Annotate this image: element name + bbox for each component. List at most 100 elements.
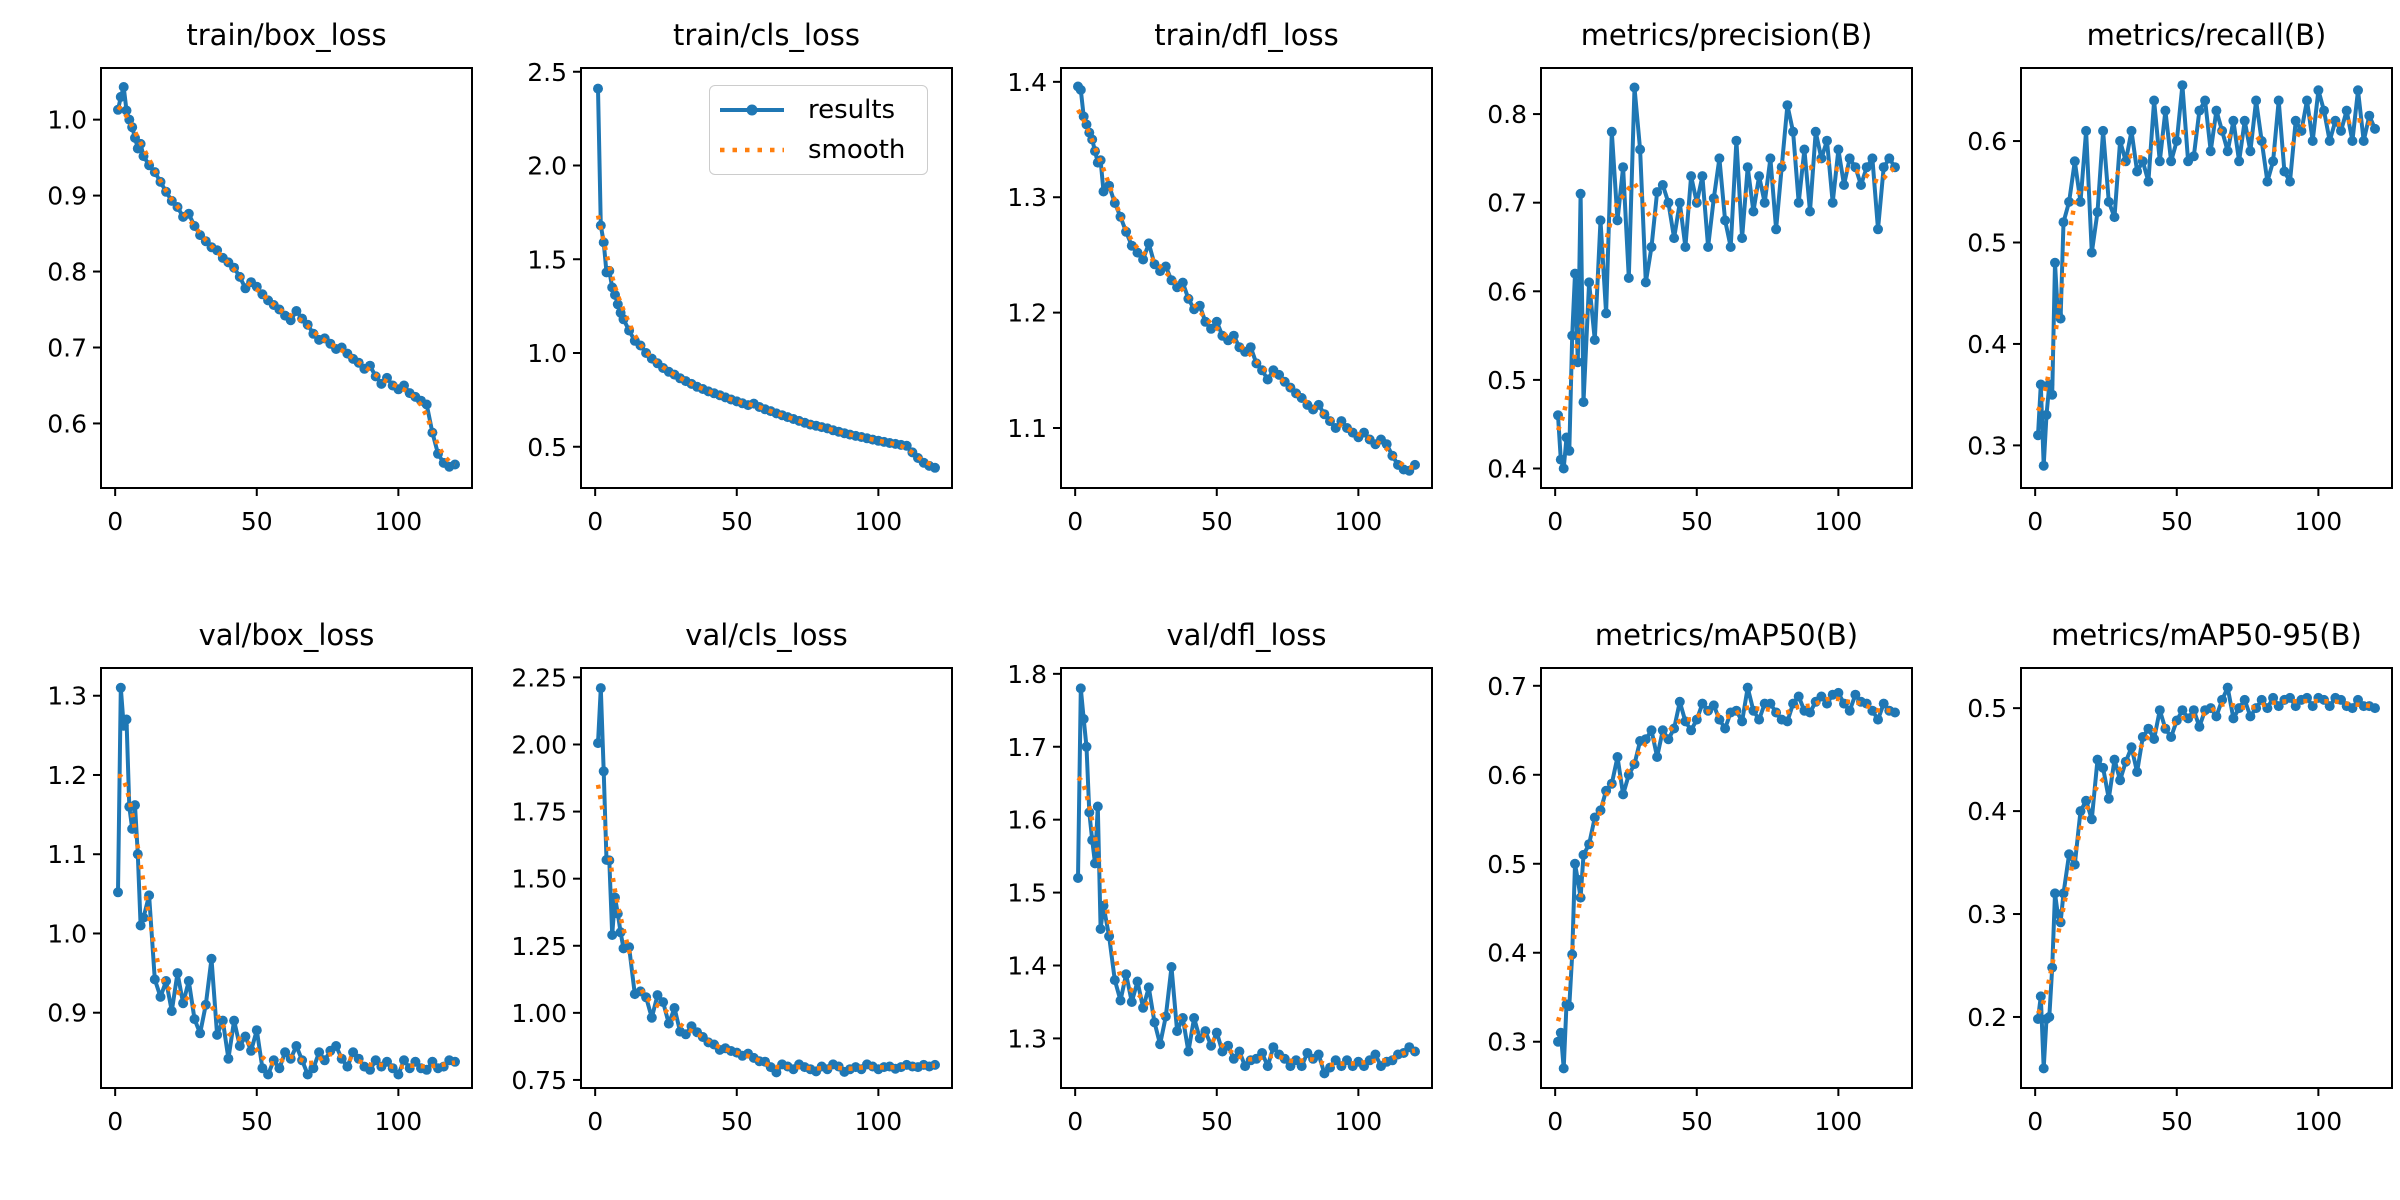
data-point (612, 299, 623, 310)
results-line (1556, 85, 1897, 471)
data-point (421, 399, 432, 410)
data-point (1737, 233, 1748, 244)
data-point (115, 91, 126, 102)
chart-canvas: 0.5 1.0 1.5 2.0 2.5 0 50 100 (527, 58, 953, 536)
data-point (2324, 701, 2335, 712)
y-tick-label: 1.5 (527, 245, 567, 274)
subplot-title: val/box_loss (198, 618, 375, 652)
data-point (450, 1056, 460, 1067)
data-point (2324, 136, 2335, 146)
data-point (2050, 257, 2060, 268)
data-point (2115, 136, 2126, 146)
data-point (113, 104, 123, 115)
y-tick-label: 0.7 (1487, 189, 1527, 218)
data-point (1720, 723, 1731, 734)
data-point (1567, 330, 1578, 341)
data-point (2103, 196, 2114, 207)
results-markers (113, 682, 460, 1080)
data-point (646, 1012, 657, 1023)
data-point (2052, 909, 2063, 919)
y-tick-label: 2.5 (527, 58, 567, 87)
data-point (1555, 454, 1566, 465)
data-point (1737, 716, 1748, 727)
data-point (2137, 732, 2148, 742)
data-point (1155, 1039, 1166, 1050)
results-markers (2033, 682, 2380, 1074)
data-point (1564, 1001, 1575, 1012)
y-tick-label: 0.9 (47, 182, 87, 211)
data-point (1844, 705, 1855, 716)
results-line-swatch (720, 104, 784, 116)
data-point (183, 976, 194, 986)
data-point (285, 315, 296, 326)
axes-spines (1060, 667, 1433, 1089)
data-point (598, 766, 609, 777)
data-point (1765, 153, 1776, 164)
data-point (1878, 162, 1889, 173)
data-point (2370, 123, 2380, 134)
data-point (2200, 95, 2211, 106)
y-tick-label: 0.5 (1487, 366, 1527, 395)
smooth-line (117, 773, 456, 1070)
results-line (1076, 85, 1417, 473)
data-point (2245, 146, 2256, 157)
data-point (1878, 698, 1889, 709)
data-point (1680, 242, 1691, 252)
subplot-title: metrics/recall(B) (2086, 18, 2327, 52)
data-point (1674, 696, 1685, 707)
y-tick-label: 0.2 (1967, 1003, 2007, 1032)
data-point (1697, 698, 1708, 709)
y-tick-label: 0.3 (1487, 1028, 1527, 1057)
smooth-line (1076, 108, 1416, 470)
data-point (2211, 105, 2222, 116)
chart-canvas: 0.3 0.4 0.5 0.6 0.7 0 50 100 (1487, 667, 1913, 1136)
data-point (2183, 713, 2194, 724)
data-point (1703, 242, 1714, 252)
y-tick-label: 0.6 (47, 409, 87, 438)
data-point (399, 1055, 409, 1066)
data-point (2251, 95, 2262, 106)
data-point (771, 1067, 782, 1078)
x-tick-label: 100 (1815, 1107, 1863, 1136)
data-point (1635, 144, 1646, 155)
data-point (229, 1015, 240, 1026)
results-line (1076, 686, 1417, 1076)
data-point (246, 1045, 257, 1056)
data-point (1793, 197, 1804, 208)
data-point (1652, 187, 1663, 198)
data-point (2038, 460, 2049, 471)
chart-canvas: 0.9 1.0 1.1 1.2 1.3 0 50 100 (47, 667, 473, 1136)
data-point (2341, 105, 2352, 116)
data-point (1810, 126, 1821, 137)
data-point (1618, 162, 1629, 173)
data-point (1799, 144, 1810, 155)
data-point (2047, 389, 2058, 400)
data-point (1663, 197, 1674, 208)
data-point (1861, 162, 1872, 173)
data-point (1805, 707, 1815, 718)
data-point (399, 380, 409, 391)
data-point (1126, 240, 1137, 251)
data-point (1183, 1046, 1194, 1057)
data-point (2132, 767, 2143, 777)
subplot-metrics-map50: metrics/mAP50(B) 0.3 0.4 0.5 0.6 0.7 0 50 100 (1440, 600, 1920, 1200)
data-point (1612, 215, 1623, 226)
data-point (1714, 153, 1725, 164)
data-point (1177, 277, 1188, 288)
data-point (2222, 682, 2233, 693)
data-point (2038, 1063, 2049, 1074)
data-point (178, 998, 189, 1009)
data-point (1234, 1046, 1245, 1057)
data-point (2160, 105, 2171, 116)
y-tick-label: 2.25 (511, 663, 567, 692)
x-tick-label: 50 (241, 507, 273, 536)
data-point (1359, 427, 1369, 438)
data-point (1822, 135, 1832, 146)
data-point (1211, 316, 1222, 327)
data-point (1257, 1048, 1268, 1058)
data-point (593, 83, 603, 94)
data-point (2115, 775, 2126, 786)
data-point (595, 220, 606, 231)
data-point (2319, 105, 2329, 116)
data-point (2050, 888, 2060, 899)
